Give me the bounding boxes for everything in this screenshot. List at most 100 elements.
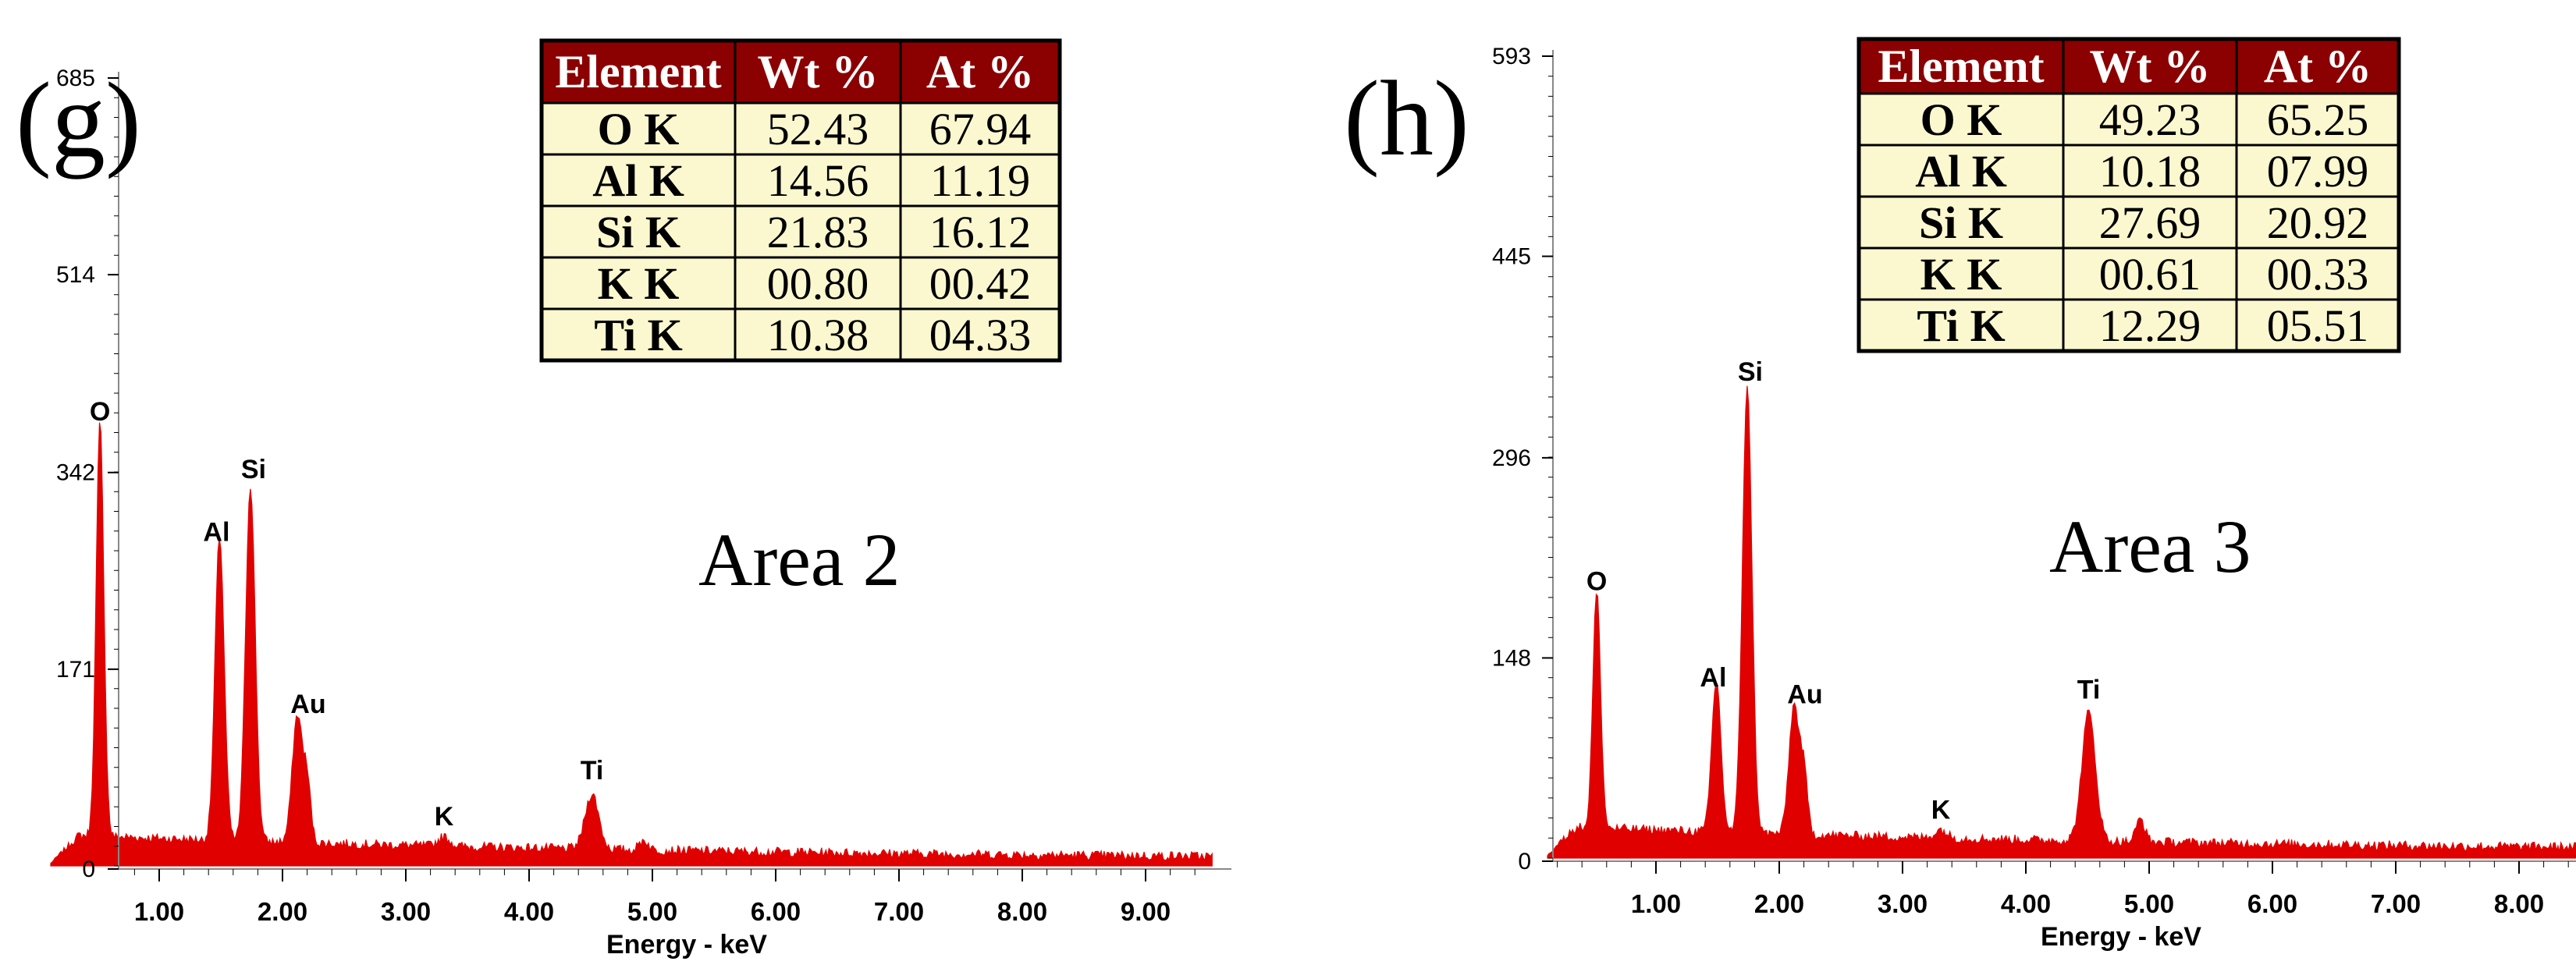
table-header-cell: Wt % [2090,41,2211,92]
table-cell: 11.19 [930,155,1030,206]
y-tick-label: 296 [1492,445,1531,471]
table-cell: Al K [1915,146,2007,197]
table-row: Al K 10.18 07.99 [1857,144,2400,198]
y-tick-label: 593 [1492,44,1531,69]
x-tick-label: 4.00 [504,897,554,926]
table-cell-bg [540,39,737,105]
x-tick-label: 2.00 [258,897,307,926]
table-cell: 07.99 [2267,146,2369,197]
table-row: O K 49.23 65.25 [1857,92,2400,147]
table-cell: 49.23 [2099,94,2201,145]
table-cell: 10.38 [767,310,869,360]
table-row: Al K 14.56 11.19 [540,153,1061,208]
peak-label-au: Au [290,690,325,719]
table-cell: 00.42 [929,258,1032,309]
table-row: Ti K 12.29 05.51 [1857,298,2400,353]
table-row: Si K 27.69 20.92 [1857,195,2400,250]
y-tick-label: 0 [82,857,95,882]
table-cell: 12.29 [2099,300,2201,351]
table-header-cell: Element [555,46,721,98]
spectrum [50,422,1213,867]
table-cell: 00.33 [2267,249,2369,300]
table-cell-bg [1857,92,2065,147]
table-cell-bg [734,256,902,310]
table-cell: 10.18 [2099,146,2201,197]
table-header-cell: Wt % [758,46,879,98]
table-cell: 14.56 [767,155,869,206]
table-cell: K K [1920,249,2002,300]
peak-label-si: Si [241,455,266,484]
table-cell: 52.43 [767,104,869,154]
table-row: O K 52.43 67.94 [540,101,1061,156]
peak-label-ti: Ti [2077,675,2101,704]
x-tick-label: 8.00 [2494,889,2544,918]
table-header-row: Element Wt % At % [540,39,1061,105]
table-cell: 67.94 [929,104,1032,154]
area-label: Area 2 [698,518,901,601]
peak-label-k: K [435,802,454,832]
table-cell: O K [598,104,680,154]
peak-label-si: Si [1738,357,1763,387]
peak-label-ti: Ti [581,756,604,786]
panel-label: (h) [1344,59,1469,178]
peak-label-k: K [1931,796,1951,825]
table-cell-bg [899,204,1061,259]
table-cell-bg [2235,298,2400,353]
table-cell: Al K [592,155,684,206]
table-cell-bg [2062,92,2238,147]
peak-label-o: O [1586,567,1607,597]
table-header-cell: At % [926,46,1034,98]
table-cell: 00.61 [2099,249,2201,300]
table-cell: Si K [1919,197,2003,248]
y-tick-label: 342 [56,460,95,486]
peak-label-al: Al [203,517,229,547]
table-cell-bg [2235,37,2400,95]
table-cell-bg [540,307,737,362]
y-tick-label: 148 [1492,645,1531,671]
composition-table: Element Wt % At % O K 49.23 65.25 Al K 10.18 07.… [1856,37,2401,353]
y-tick-label: 171 [56,657,95,683]
table-cell: Si K [596,207,680,257]
table-cell: 00.80 [767,258,869,309]
table-cell-bg [1857,298,2065,353]
eds-panel-h: 0 148 296 445 593 1.00 2.00 3.00 4.00 5.00 6.00 7.0… [1344,37,2576,952]
table-border [1856,37,2401,353]
x-tick-label: 2.00 [1754,889,1804,918]
table-cell: 05.51 [2267,300,2369,351]
x-axis-label: Energy - keV [606,930,767,959]
peak-label-al: Al [1700,663,1726,693]
x-tick-label: 5.00 [2124,889,2174,918]
table-border [539,38,1062,363]
x-tick-label: 3.00 [1878,889,1928,918]
table-cell-bg [1857,144,2065,198]
x-tick-label: 8.00 [997,897,1047,926]
table-row: Si K 21.83 16.12 [540,204,1061,259]
x-axis-label: Energy - keV [2041,922,2201,952]
table-row: K K 00.61 00.33 [1857,247,2400,301]
y-tick-label: 0 [1518,849,1531,874]
table-cell: 21.83 [767,207,869,257]
eds-panel-g: 0 171 342 514 685 1.00 2.00 3.00 4.00 5.00 6.00 7.0… [16,38,1231,959]
peak-label-au: Au [1787,679,1822,709]
area-label: Area 3 [2049,505,2251,588]
table-cell: Ti K [1917,300,2005,351]
table-header-row: Element Wt % At % [1857,37,2400,95]
table-row: Ti K 10.38 04.33 [540,307,1061,362]
spectrum-trace [50,422,1213,867]
peak-label-o: O [90,397,110,427]
table-row: K K 00.80 00.42 [540,256,1061,310]
x-tick-label: 7.00 [874,897,924,926]
table-cell: 20.92 [2267,197,2369,248]
y-tick-label: 514 [56,262,95,288]
x-tick-label: 9.00 [1121,897,1171,926]
y-tick-label: 685 [56,66,95,91]
x-tick-label: 3.00 [381,897,431,926]
table-cell-bg [2062,247,2238,301]
x-tick-label: 5.00 [627,897,677,926]
table-header-cell: At % [2264,41,2372,92]
table-cell-bg [899,39,1061,105]
table-cell-bg [2062,195,2238,250]
x-tick-label: 6.00 [2247,889,2297,918]
table-cell-bg [734,307,902,362]
